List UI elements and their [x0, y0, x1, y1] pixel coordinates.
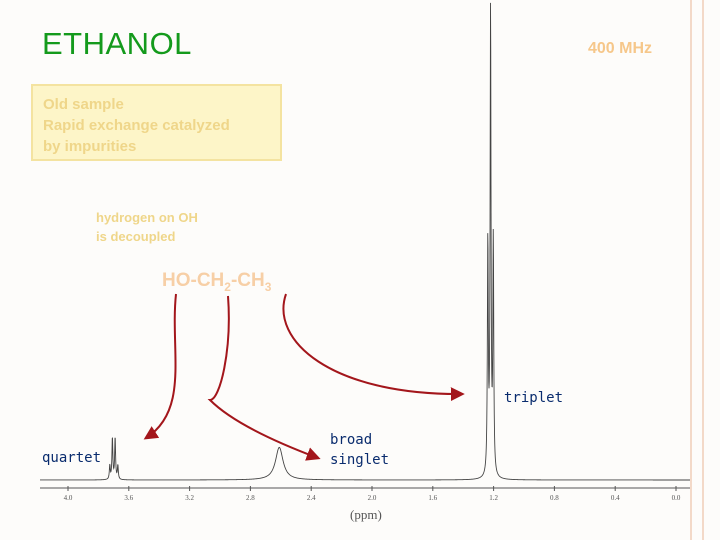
x-axis-label: (ppm) [350, 507, 382, 522]
formula-part: -CH [230, 270, 265, 291]
slide-title: ETHANOL [42, 26, 192, 61]
arrow-to-triplet [282, 293, 465, 402]
frequency-label: 400 MHz [588, 40, 653, 57]
x-tick-label: 2.4 [307, 494, 316, 502]
slide-edge-line [690, 0, 692, 540]
formula-subscript: 2 [224, 279, 231, 294]
callout-line: Old sample [43, 96, 124, 113]
x-tick-label: 2.8 [246, 494, 255, 502]
callout-box: Old sample Rapid exchange catalyzed by i… [31, 84, 282, 161]
ethanol-formula: HO-CH2-CH3 [162, 270, 271, 294]
x-tick-label: 3.6 [124, 494, 133, 502]
x-tick-label: 4.0 [64, 494, 73, 502]
formula-subscript: 3 [264, 279, 272, 294]
decoupling-note: hydrogen on OH is decoupled [96, 208, 198, 246]
spectrum-trace [40, 2, 690, 481]
quartet-label: quartet [42, 450, 102, 466]
assignment-arrows [143, 293, 465, 461]
broad-singlet-line: broad [330, 432, 373, 448]
arrow-to-quartet [143, 293, 177, 440]
x-axis-ticks: 4.0 3.6 3.2 2.8 2.4 2.0 1.6 1.2 0.8 0.4 0.0 [64, 486, 681, 502]
x-tick-label: 0.4 [611, 494, 620, 502]
callout-line: by impurities [43, 138, 137, 155]
slide-edge-line [702, 0, 704, 540]
formula-part: HO-CH [162, 270, 225, 291]
broad-singlet-label: broad singlet [330, 430, 389, 470]
note-line: hydrogen on OH [96, 210, 198, 225]
x-tick-label: 0.0 [672, 494, 681, 502]
x-tick-label: 2.0 [368, 494, 377, 502]
x-tick-label: 3.2 [185, 494, 194, 502]
triplet-label: triplet [504, 390, 564, 406]
x-tick-label: 1.6 [428, 494, 437, 502]
callout-line: Rapid exchange catalyzed [43, 117, 230, 134]
x-tick-label: 0.8 [550, 494, 559, 502]
spectrum-peaks [40, 2, 690, 481]
note-line: is decoupled [96, 229, 176, 244]
x-tick-label: 1.2 [489, 494, 498, 502]
broad-singlet-line: singlet [330, 452, 390, 468]
arrow-to-broad-singlet [207, 295, 321, 461]
